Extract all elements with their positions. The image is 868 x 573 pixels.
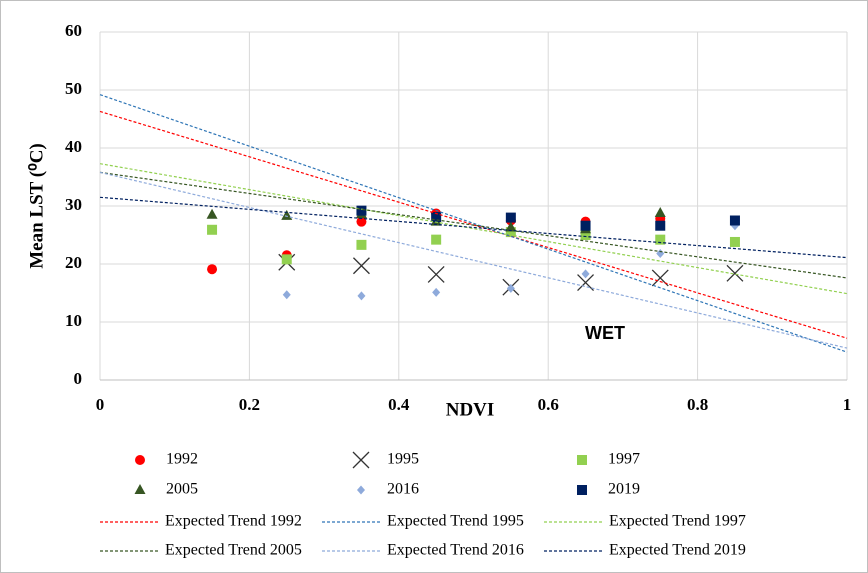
trend-line (99, 163, 848, 295)
data-point (356, 216, 367, 227)
legend-label: 1995 (387, 451, 419, 468)
data-point (505, 227, 516, 238)
legend-label: 2019 (608, 481, 640, 498)
legend-label: Expected Trend 2019 (609, 542, 746, 559)
legend-label: Expected Trend 1992 (165, 513, 302, 530)
x-tick-label: 1 (843, 395, 852, 414)
data-point (432, 287, 441, 297)
legend-label: Expected Trend 1995 (387, 513, 524, 530)
data-point (207, 224, 218, 235)
data-point (729, 236, 740, 247)
data-point (356, 205, 367, 216)
x-axis-label: NDVI (446, 399, 495, 420)
legend-marker (134, 484, 146, 494)
data-point (581, 269, 590, 279)
data-point (352, 257, 370, 275)
legend-marker (577, 455, 587, 465)
data-point (281, 254, 292, 265)
data-point (655, 234, 666, 245)
x-tick-label: 0 (96, 395, 105, 414)
y-tick-label: 50 (65, 79, 82, 98)
legend-label: 2016 (387, 481, 419, 498)
data-point (505, 221, 517, 232)
data-point (580, 230, 591, 240)
trend-line (99, 171, 848, 349)
y-tick-label: 10 (65, 311, 82, 330)
data-point (655, 220, 666, 231)
legend-label: Expected Trend 2016 (387, 542, 524, 559)
data-point (506, 283, 515, 293)
legend-marker (135, 455, 145, 465)
y-axis-label: Mean LST (⁰C) (26, 143, 47, 269)
y-tick-label: 0 (74, 369, 83, 388)
legend-label: 1997 (608, 451, 640, 468)
data-point (357, 291, 366, 301)
data-point (580, 220, 591, 231)
data-point (577, 274, 595, 292)
data-point (282, 290, 291, 300)
legend-marker (352, 451, 370, 469)
x-tick-label: 0.2 (239, 395, 260, 414)
legend-label: Expected Trend 1997 (609, 513, 746, 530)
legend-marker (577, 485, 587, 495)
data-point (206, 208, 218, 219)
x-tick-label: 0.6 (538, 395, 559, 414)
y-tick-label: 60 (65, 21, 82, 40)
data-point (431, 234, 442, 245)
trend-line (99, 94, 848, 353)
x-tick-label: 0.4 (388, 395, 410, 414)
data-point (505, 212, 516, 223)
annotation: WET (585, 323, 625, 343)
legend-label: 1992 (166, 451, 198, 468)
data-point (427, 265, 445, 283)
legend-label: 2005 (166, 481, 198, 498)
trend-line (99, 171, 848, 279)
y-tick-label: 30 (65, 195, 82, 214)
data-point (654, 206, 666, 217)
legend-label: Expected Trend 2005 (165, 542, 302, 559)
y-tick-label: 40 (65, 137, 82, 156)
data-point (726, 264, 744, 282)
data-point (729, 215, 740, 226)
data-point (431, 212, 442, 223)
data-point (207, 264, 218, 275)
data-point (356, 239, 367, 250)
x-tick-label: 0.8 (687, 395, 708, 414)
data-point (281, 209, 293, 220)
legend-marker (357, 485, 365, 495)
y-tick-label: 20 (65, 253, 82, 272)
